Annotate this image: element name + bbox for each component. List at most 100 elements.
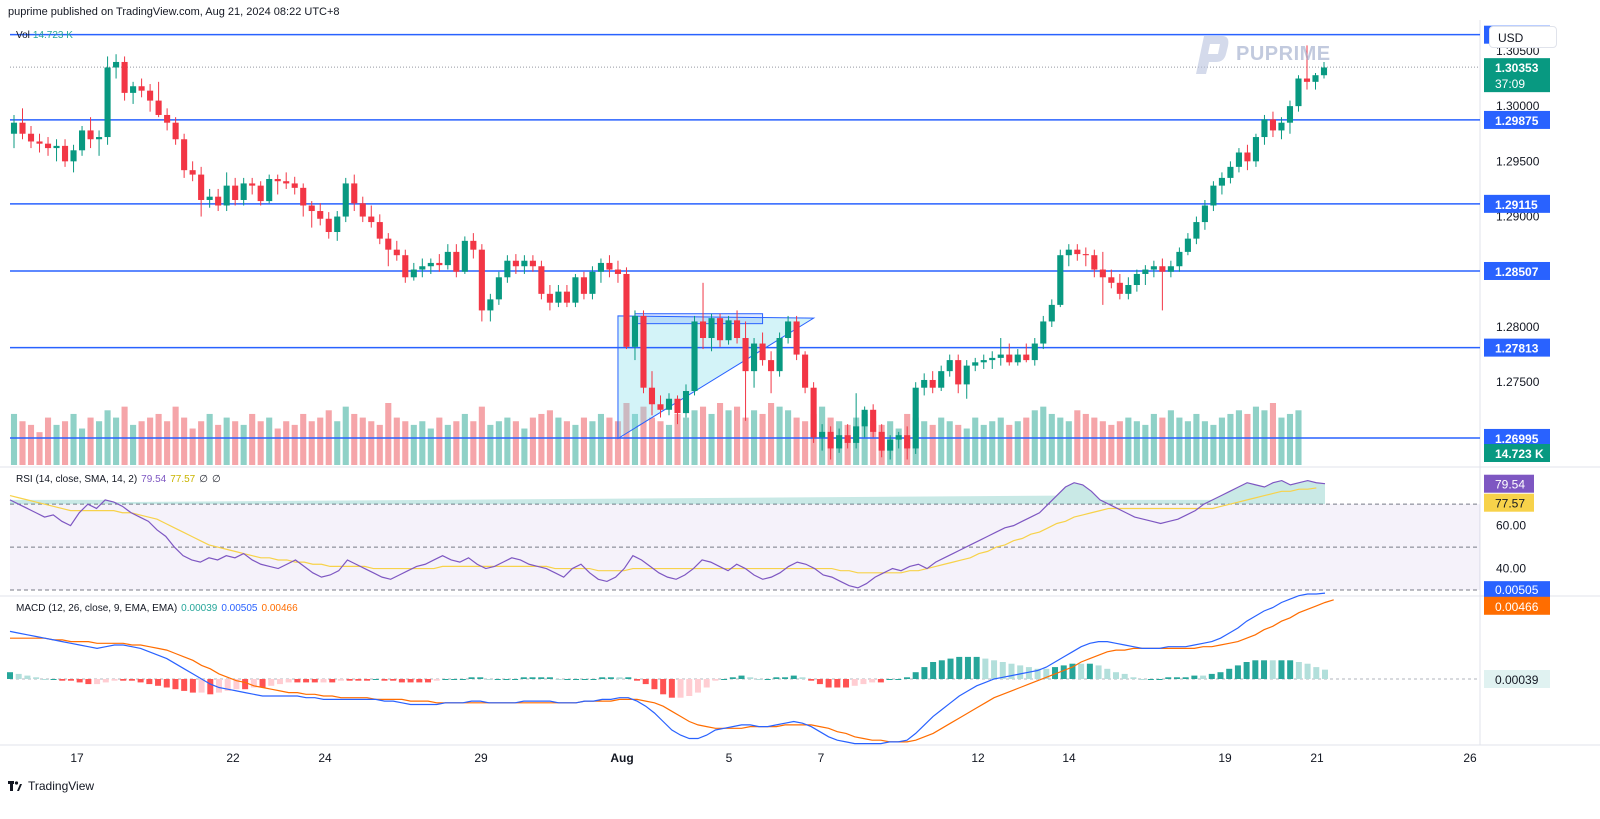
candle-body [130,86,137,93]
candles [10,45,1328,460]
candle-body [938,371,945,388]
candle-body [113,61,120,68]
candle-body [1048,304,1055,322]
price-tick-label: 1.29500 [1496,154,1540,168]
macd-hist-bar [1191,675,1198,679]
volume-bar [793,417,800,465]
volume-bar [189,428,196,465]
macd-hist-bar [1008,663,1015,679]
time-tick-label: 19 [1218,751,1232,765]
volume-bar [504,417,511,465]
macd-signal-badge-text: 0.00466 [1495,600,1539,614]
candle-body [734,320,741,339]
countdown-text: 37:09 [1495,77,1525,91]
volume-bar [164,421,171,465]
macd-hist-bar [433,679,440,681]
resistance-box [634,313,764,325]
time-tick-label: 12 [971,751,985,765]
volume-bar [478,406,485,465]
candle-body [385,238,392,250]
volume-bar [70,413,77,465]
candle-body [751,343,758,372]
macd-hist-bar [398,679,405,683]
macd-signal-line [10,599,1334,743]
puprime-logo: PUPRIME [1192,34,1331,74]
macd-hist-bar [1261,660,1268,679]
candle-body [274,179,281,182]
macd-hist-bar [834,679,841,688]
volume-bar [368,421,375,465]
volume-bar [223,417,230,465]
macd-legend-label: MACD (12, 26, close, 9, EMA, EMA) [16,603,178,614]
level-badge-text: 1.28507 [1495,265,1539,279]
volume-bar [1108,424,1115,465]
candle-body [368,216,375,223]
macd-hist-bar [729,677,736,679]
volume-bar [342,406,349,465]
candle-body [836,435,843,449]
macd-hist-bar [1234,665,1241,679]
macd-hist-bar [973,656,980,679]
volume-bar [614,421,622,465]
macd-hist-bar [1182,677,1189,679]
candle-body [1278,122,1285,131]
level-badge-text: 1.26995 [1495,432,1539,446]
macd-hist-bar [1025,667,1032,679]
macd-hist-bar [346,679,353,681]
macd-hist-bar [442,679,449,680]
candle-body [1065,249,1072,256]
rsi-axis-ticks: 60.00 40.00 [1496,519,1526,576]
macd-hist-bar [616,677,623,679]
volume-bar [674,413,681,465]
level-badge [1484,110,1550,129]
volume-bar [802,421,809,465]
macd-hist-bar [921,667,928,679]
macd-hist-bar [573,679,580,680]
rsi-legend[interactable]: RSI (14, close, SMA, 14, 2) 79.54 77.57 ∅ ∅ [16,474,221,485]
volume-bar [1023,417,1030,465]
macd-hist-bar [198,679,205,693]
volume-bar [1014,421,1021,465]
candle-body [10,122,18,134]
volume-legend: Vol 14.723 K [16,30,73,41]
macd-hist-bar [686,679,693,696]
macd-hist-bar [76,679,83,683]
candle-body [317,211,324,219]
candle-body [929,379,936,388]
volume-bar [1210,424,1217,465]
candle-body [1244,152,1251,162]
volume-bar [10,413,18,465]
candle-body [351,183,358,204]
volume-bar [776,406,783,465]
candle-body [1057,255,1064,305]
volume-bar [181,417,188,465]
macd-legend[interactable]: MACD (12, 26, close, 9, EMA, EMA) 0.00039… [16,603,298,614]
candle-body [478,249,485,311]
macd-hist-bar [242,679,249,690]
candle-body [198,174,205,200]
macd-hist-bar [390,679,397,681]
macd-hist-bar [294,679,301,683]
volume-bar [376,424,383,465]
rsi-overbought-fill [10,480,1325,505]
volume-bar [147,417,154,465]
macd-hist-bar [581,679,588,680]
macd-hist-bar [181,679,188,691]
macd-hist-bar [1165,677,1172,679]
macd-hist-bar [877,679,884,683]
candle-body [989,357,996,361]
macd-hist-bar [468,677,475,679]
macd-hist-bar [1086,663,1093,679]
macd-hist-bar [67,679,74,681]
macd-hist-bar [651,679,658,690]
volume-bar [257,421,264,465]
volume-bar [138,421,145,465]
macd-hist-bar [982,658,989,679]
currency-selector[interactable]: USD [1489,26,1557,48]
macd-hist-bar [512,679,519,680]
macd-hist-bar [155,679,162,686]
macd-hist-bar [102,679,109,683]
volume-bar [955,424,962,465]
macd-hist-bar [634,679,641,681]
